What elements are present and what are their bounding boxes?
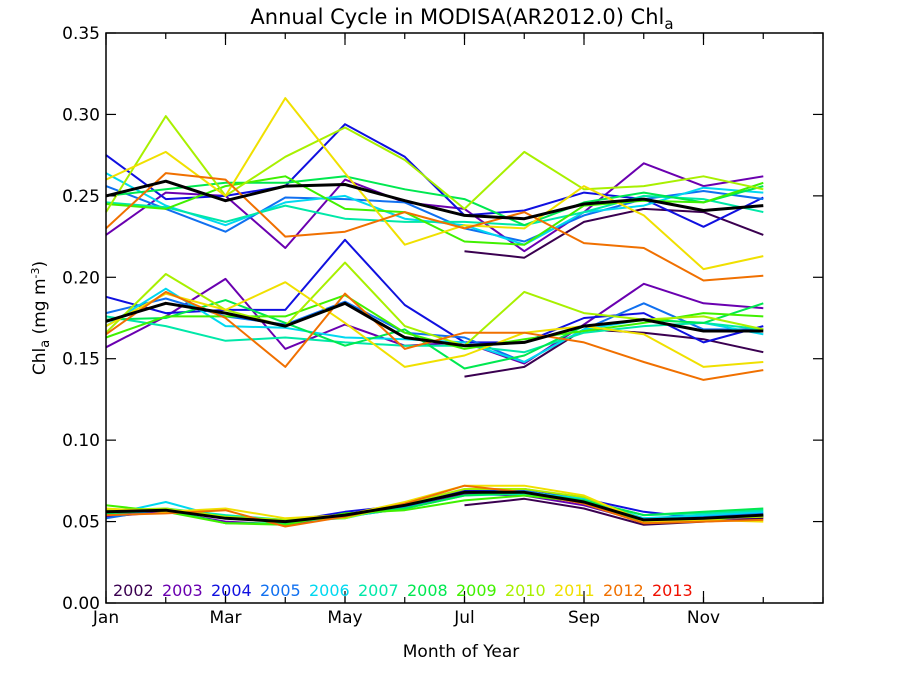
x-tick-label: Jan: [92, 608, 119, 628]
series-2003-mid-line: [105, 277, 764, 365]
climatology-mid-line: [105, 301, 764, 348]
series-2011-high-line: [105, 97, 764, 271]
y-axis-title-main: Chl: [30, 348, 50, 375]
legend-item-2010: 2010: [505, 581, 546, 600]
x-tick-label: Nov: [687, 608, 720, 628]
legend-item-2011: 2011: [554, 581, 595, 600]
legend-item-2004: 2004: [211, 581, 252, 600]
series-2011-mid-line: [105, 281, 764, 368]
chart-title-subscript: a: [664, 15, 673, 33]
y-tick-label: 0.15: [62, 350, 100, 370]
x-axis-title: Month of Year: [403, 642, 519, 662]
x-tick-label: Jul: [453, 608, 475, 628]
series-2002-high-line: [464, 207, 764, 259]
legend: 2002 2003 2004 2005 2006 2007 2008 2009 2010 2011…: [113, 581, 693, 600]
legend-item-2002: 2002: [113, 581, 154, 600]
legend-item-2012: 2012: [603, 581, 644, 600]
series-2003-high-line: [105, 162, 764, 253]
series-2007-high-line: [105, 194, 764, 227]
y-tick-label: 0.25: [62, 187, 100, 207]
series-2005-high-line: [105, 185, 764, 243]
legend-item-2007: 2007: [358, 581, 399, 600]
series-2012-high-line: [105, 172, 764, 282]
y-tick-label: 0.10: [62, 431, 100, 451]
legend-item-2006: 2006: [309, 581, 350, 600]
y-tick-label: 0.00: [62, 594, 100, 614]
y-axis-title-unit-close: ): [30, 261, 50, 268]
chart-title-main: Annual Cycle in MODISA(AR2012.0) Chl: [250, 5, 664, 29]
series-2010-high-line: [105, 115, 764, 213]
series-2012-low-line: [105, 484, 764, 528]
climatology-layer: [105, 179, 764, 524]
x-tick-label: Mar: [209, 608, 241, 628]
y-tick-label: 0.35: [62, 24, 100, 44]
y-tick-label: 0.20: [62, 268, 100, 288]
y-tick-label: 0.05: [62, 513, 100, 533]
legend-item-2003: 2003: [162, 581, 203, 600]
series-2010-mid-line: [105, 261, 764, 347]
y-axis-title-unit: (mg m: [30, 278, 50, 339]
series-2004-high-line: [105, 123, 764, 228]
y-axis-title-unit-superscript: -3: [29, 267, 42, 278]
y-axis-title: Chla (mg m-3): [29, 261, 53, 375]
legend-item-2009: 2009: [456, 581, 497, 600]
x-tick-label: Sep: [568, 608, 600, 628]
legend-item-2008: 2008: [407, 581, 448, 600]
legend-item-2013: 2013: [652, 581, 693, 600]
series-layer: [105, 97, 764, 528]
legend-item-2005: 2005: [260, 581, 301, 600]
climatology-low-line: [105, 490, 764, 524]
y-tick-label: 0.30: [62, 105, 100, 125]
series-2007-mid-line: [105, 315, 764, 354]
x-tick-label: May: [327, 608, 362, 628]
climatology-high-line: [105, 179, 764, 221]
y-axis-title-subscript: a: [38, 340, 53, 348]
axis-layer: 0.00 0.05 0.10 0.15 0.20 0.25 0.30 0.35 Jan Mar Ma…: [62, 24, 824, 628]
chart-title: Annual Cycle in MODISA(AR2012.0) Chla: [250, 5, 673, 33]
